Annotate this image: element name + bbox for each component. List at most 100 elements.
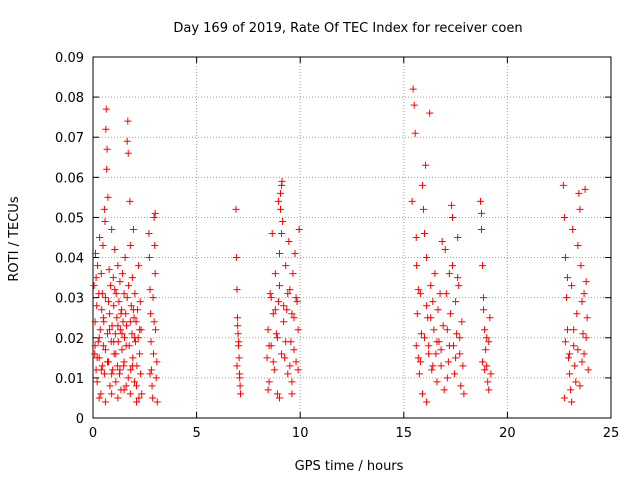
- data-point: [414, 354, 422, 362]
- data-point: [483, 362, 491, 370]
- data-point: [233, 314, 241, 322]
- data-point: [453, 330, 461, 338]
- data-point: [98, 362, 106, 370]
- data-point: [291, 250, 299, 258]
- data-point: [268, 229, 276, 237]
- data-point: [454, 234, 462, 241]
- data-point: [566, 370, 574, 378]
- data-point: [235, 354, 243, 362]
- data-point: [99, 342, 107, 350]
- data-point: [137, 370, 145, 378]
- data-point: [114, 394, 122, 402]
- data-point: [147, 366, 155, 374]
- data-point: [116, 366, 124, 374]
- data-point: [481, 326, 489, 334]
- data-point: [269, 310, 277, 318]
- y-tick-label: 0.05: [55, 211, 84, 226]
- data-point: [120, 334, 128, 342]
- data-point: [99, 314, 107, 322]
- data-point: [274, 197, 282, 205]
- data-point: [293, 298, 301, 306]
- data-point: [569, 225, 577, 233]
- y-tick-label: 0.07: [55, 131, 84, 146]
- data-point: [459, 362, 467, 370]
- data-point: [148, 382, 156, 390]
- data-point: [582, 278, 590, 286]
- data-point: [127, 302, 135, 310]
- data-point: [484, 378, 492, 386]
- data-point: [117, 310, 125, 318]
- data-point: [570, 342, 578, 350]
- data-point: [101, 398, 109, 406]
- data-point: [129, 225, 137, 233]
- x-tick-label: 15: [396, 426, 413, 441]
- data-point: [113, 314, 121, 322]
- data-point: [440, 386, 448, 394]
- data-point: [427, 282, 435, 290]
- data-point: [486, 314, 494, 322]
- data-point: [441, 246, 449, 254]
- data-point: [568, 282, 576, 290]
- data-point: [425, 342, 433, 350]
- data-point: [91, 350, 99, 358]
- data-point: [128, 330, 136, 338]
- data-point: [105, 298, 113, 306]
- data-point: [237, 390, 245, 398]
- data-point: [437, 362, 445, 370]
- data-point: [94, 338, 102, 346]
- data-point: [124, 149, 132, 157]
- data-point: [279, 217, 287, 225]
- data-point: [479, 262, 487, 270]
- data-point: [443, 326, 451, 334]
- data-point: [125, 282, 133, 290]
- data-point: [150, 318, 158, 326]
- data-point: [290, 346, 298, 354]
- data-point: [233, 286, 241, 294]
- data-point: [235, 338, 243, 346]
- data-point: [455, 282, 463, 290]
- data-point: [580, 290, 588, 298]
- data-point: [280, 302, 288, 310]
- x-tick-label: 25: [603, 426, 620, 441]
- data-point: [102, 125, 110, 133]
- data-point: [115, 298, 123, 306]
- data-point: [439, 322, 447, 330]
- data-point: [429, 362, 437, 370]
- data-point: [91, 250, 99, 258]
- data-point: [288, 310, 296, 318]
- data-point: [582, 334, 590, 342]
- data-point: [433, 338, 441, 346]
- data-point: [106, 326, 114, 334]
- data-point: [129, 354, 137, 362]
- data-point: [127, 366, 135, 374]
- data-point: [146, 286, 154, 294]
- data-point: [123, 294, 131, 302]
- data-point: [94, 262, 102, 270]
- data-point: [456, 334, 464, 342]
- data-point: [290, 314, 298, 322]
- data-point: [445, 342, 453, 350]
- data-point: [278, 350, 286, 358]
- data-point: [278, 177, 286, 185]
- data-point: [103, 165, 111, 173]
- data-point: [97, 390, 105, 398]
- data-point: [277, 189, 285, 197]
- data-point: [482, 346, 490, 354]
- data-point: [275, 250, 283, 258]
- data-point: [274, 298, 282, 306]
- data-point: [568, 398, 576, 406]
- data-point: [416, 290, 424, 298]
- data-point: [118, 306, 126, 314]
- data-point: [563, 274, 571, 282]
- data-point: [275, 282, 283, 290]
- data-point: [485, 338, 493, 346]
- data-point: [151, 270, 159, 278]
- data-point: [123, 322, 131, 330]
- data-point: [452, 298, 460, 306]
- data-point: [116, 278, 124, 286]
- data-point: [418, 181, 426, 189]
- data-point: [107, 282, 115, 290]
- data-point: [271, 270, 279, 278]
